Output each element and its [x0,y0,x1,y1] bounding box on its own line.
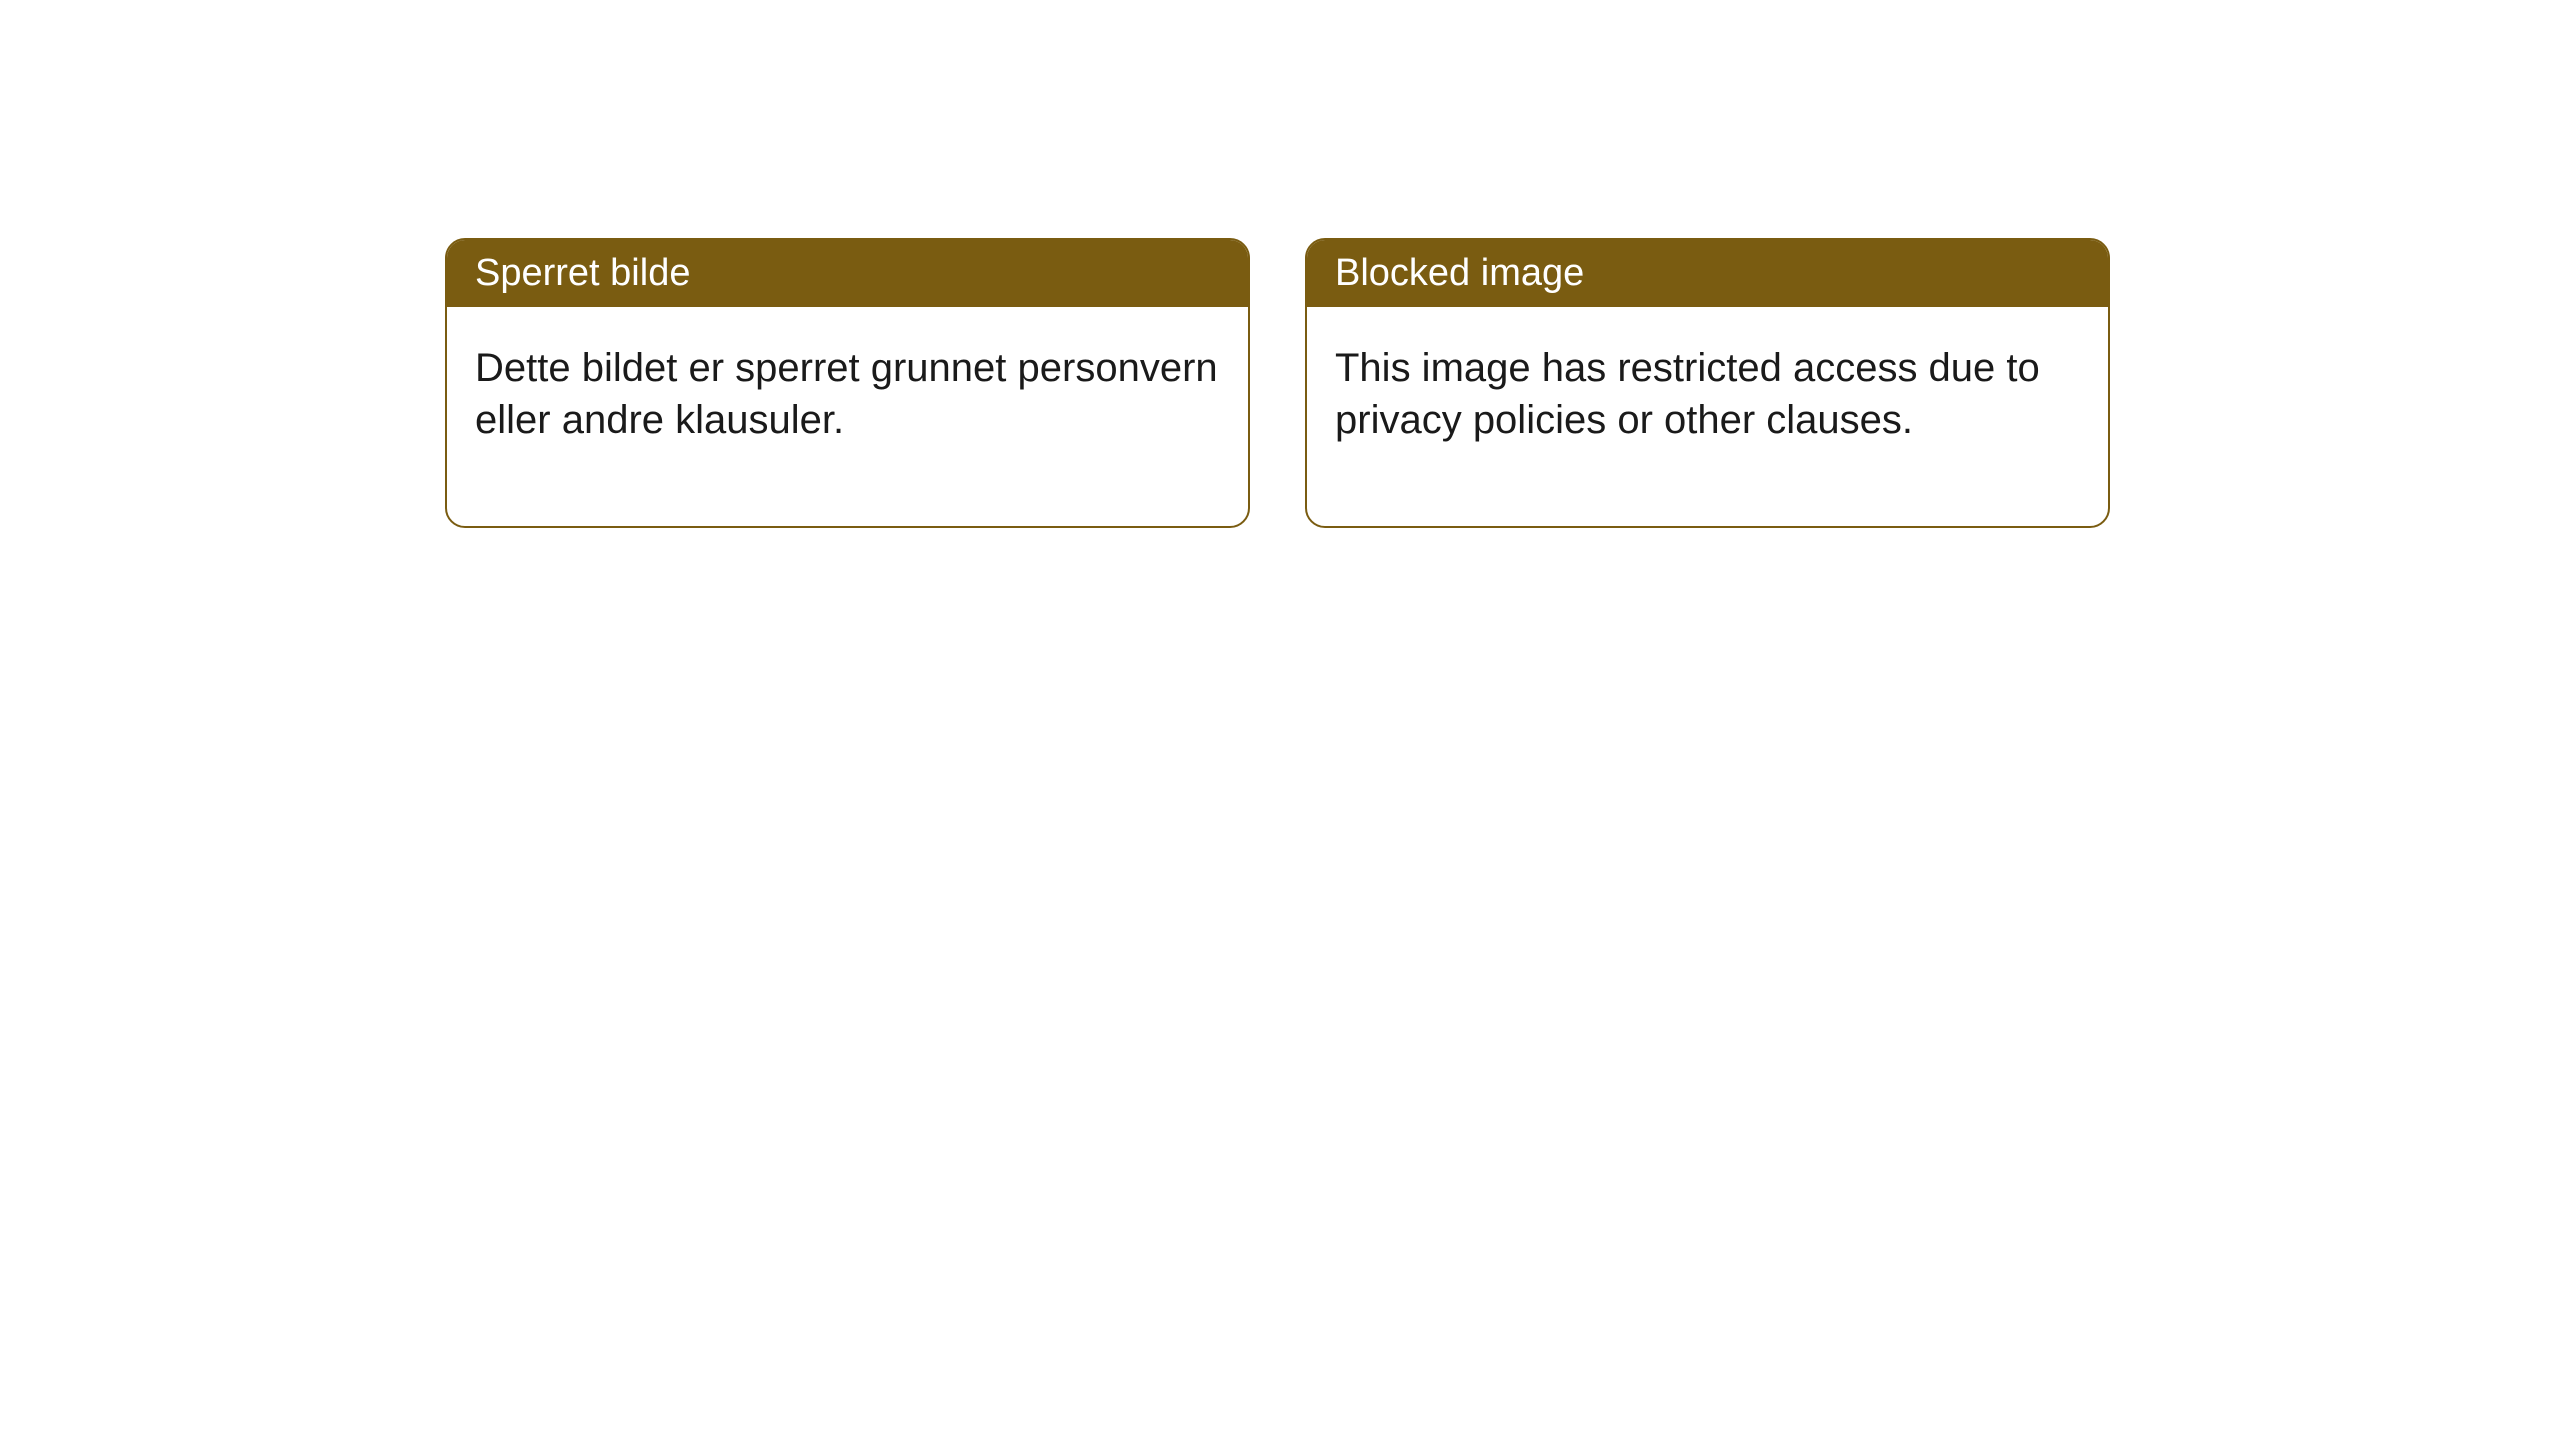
card-norwegian: Sperret bilde Dette bildet er sperret gr… [445,238,1250,528]
cards-container: Sperret bilde Dette bildet er sperret gr… [445,238,2110,528]
card-header: Blocked image [1307,240,2108,307]
card-body: This image has restricted access due to … [1307,307,2108,526]
card-body: Dette bildet er sperret grunnet personve… [447,307,1248,526]
card-english: Blocked image This image has restricted … [1305,238,2110,528]
card-header: Sperret bilde [447,240,1248,307]
